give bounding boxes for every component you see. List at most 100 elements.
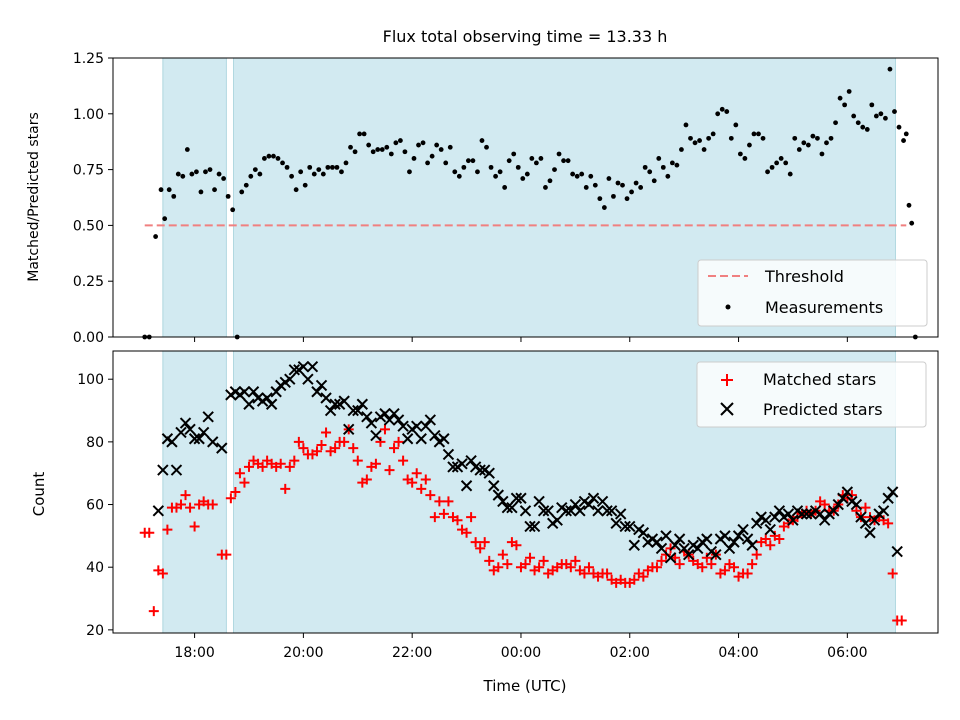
predicted-star-point — [837, 492, 849, 504]
matched-star-point — [284, 461, 295, 472]
measurement-point — [166, 187, 172, 193]
measurement-point — [909, 220, 915, 226]
measurement-point — [833, 120, 838, 126]
measurement-point — [787, 171, 793, 177]
measurement-point — [692, 140, 698, 146]
measurement-point — [520, 176, 526, 181]
measurement-point — [597, 196, 603, 202]
measurement-point — [502, 185, 508, 190]
measurement-point — [901, 138, 906, 143]
predicted-star-point — [347, 404, 359, 417]
predicted-star-point — [238, 386, 251, 398]
measurement-point — [837, 95, 843, 101]
bottom-shaded-interval — [162, 350, 227, 634]
predicted-star-point — [719, 530, 731, 542]
matched-star-point — [144, 527, 155, 538]
measurement-point — [325, 164, 331, 170]
measurement-point — [769, 164, 775, 170]
measurement-point — [352, 149, 358, 155]
predicted-star-point — [723, 542, 736, 555]
matched-star-point — [339, 436, 350, 447]
measurement-point — [425, 160, 430, 166]
predicted-star-point — [152, 505, 165, 517]
measurement-point — [547, 178, 553, 184]
measurement-point — [796, 147, 802, 152]
measurement-point — [774, 160, 780, 166]
matched-star-point — [493, 562, 504, 573]
measurement-point — [452, 169, 458, 175]
measurement-point — [873, 113, 879, 119]
predicted-star-point — [361, 411, 373, 423]
measurement-point — [538, 156, 544, 161]
measurement-point — [638, 185, 644, 190]
predicted-star-point — [859, 517, 872, 530]
matched-star-point — [311, 446, 322, 457]
measurement-point — [443, 160, 449, 166]
predicted-star-point — [651, 536, 663, 548]
predicted-star-point — [524, 520, 536, 533]
predicted-star-point — [352, 404, 364, 417]
measurement-point — [855, 120, 861, 126]
measurement-point — [379, 147, 385, 152]
predicted-star-point — [746, 539, 758, 551]
measurement-point — [180, 173, 186, 179]
measurement-point — [262, 156, 267, 161]
matched-star-point — [896, 615, 907, 626]
bottom-y-tick-label: 80 — [86, 435, 104, 451]
measurement-point — [565, 158, 571, 164]
matched-star-point — [330, 443, 341, 454]
matched-star-point — [475, 543, 486, 554]
measurement-point — [683, 122, 689, 128]
predicted-star-point — [868, 514, 881, 526]
measurement-point — [792, 135, 798, 141]
measurement-point — [742, 156, 748, 161]
matched-star-point — [239, 477, 250, 488]
measurement-point — [175, 171, 181, 177]
measurement-point — [864, 127, 870, 132]
matched-star-point — [479, 537, 490, 548]
matched-star-point — [701, 552, 712, 563]
measurement-point — [606, 176, 612, 181]
matched-star-point — [638, 571, 649, 582]
predicted-star-point — [447, 461, 459, 473]
matched-star-point — [461, 527, 472, 538]
matched-star-point — [379, 424, 390, 435]
matched-star-point — [316, 440, 327, 450]
measurement-point — [461, 164, 467, 170]
predicted-star-point — [460, 480, 473, 492]
matched-star-point — [534, 562, 545, 573]
matched-star-point — [384, 465, 395, 476]
predicted-star-point — [800, 508, 813, 520]
measurement-point — [674, 162, 680, 168]
top-legend-box — [697, 259, 928, 327]
top-panel: 0.00 0.25 0.50 0.75 1.00 1.25 Flux total obse… — [26, 27, 939, 346]
matched-star-point — [321, 427, 332, 438]
predicted-star-point — [614, 508, 627, 520]
predicted-star-point — [773, 505, 786, 517]
measurement-point — [207, 167, 213, 173]
predicted-star-point — [365, 417, 378, 429]
measurement-point — [316, 167, 322, 173]
measurement-point — [860, 124, 866, 130]
matched-star-point — [819, 499, 830, 510]
measurement-point — [302, 182, 308, 188]
matched-star-point — [466, 512, 477, 523]
predicted-star-point — [474, 464, 486, 476]
predicted-star-point — [247, 386, 260, 398]
predicted-star-point — [320, 392, 332, 404]
predicted-star-point — [855, 511, 867, 523]
predicted-star-point — [528, 520, 541, 533]
measurement-point — [361, 131, 367, 137]
measurement-point — [212, 187, 217, 193]
measurement-point — [429, 153, 435, 159]
predicted-star-point — [438, 433, 450, 445]
matched-star-point — [579, 568, 590, 579]
matched-star-point — [452, 515, 463, 526]
measurement-point — [248, 173, 254, 179]
measurement-point — [153, 234, 159, 239]
bottom-y-axis-label: Count — [30, 472, 48, 517]
measurement-point — [869, 102, 875, 108]
predicted-star-point — [157, 464, 169, 476]
predicted-star-point — [370, 429, 382, 442]
measurement-point — [819, 151, 825, 157]
